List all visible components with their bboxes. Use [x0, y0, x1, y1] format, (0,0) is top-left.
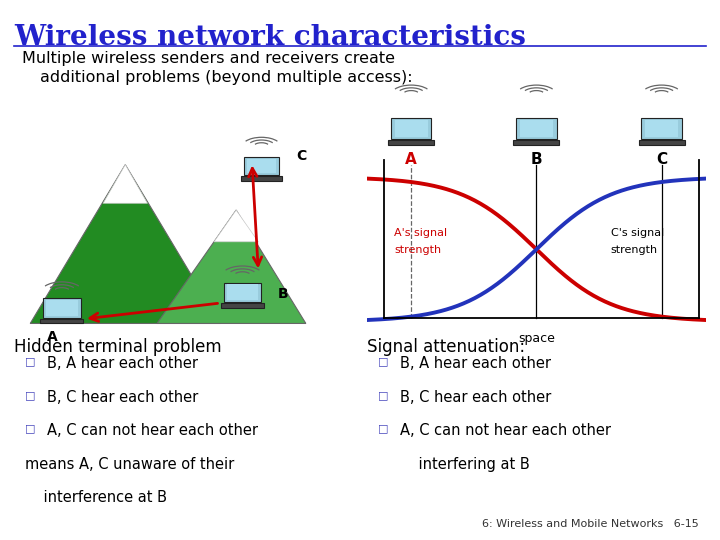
- FancyBboxPatch shape: [645, 120, 678, 137]
- Text: space: space: [518, 332, 555, 345]
- FancyBboxPatch shape: [224, 282, 261, 302]
- Text: B: B: [277, 287, 288, 301]
- Text: strength: strength: [395, 245, 441, 255]
- Text: B, C hear each other: B, C hear each other: [400, 390, 551, 405]
- FancyBboxPatch shape: [642, 118, 682, 139]
- Text: □: □: [378, 390, 389, 400]
- Text: interference at B: interference at B: [25, 490, 167, 505]
- FancyBboxPatch shape: [43, 299, 81, 318]
- Text: A, C can not hear each other: A, C can not hear each other: [47, 423, 258, 438]
- Text: □: □: [25, 390, 36, 400]
- Text: B, A hear each other: B, A hear each other: [400, 356, 551, 372]
- FancyBboxPatch shape: [639, 139, 685, 145]
- FancyBboxPatch shape: [395, 120, 428, 137]
- FancyBboxPatch shape: [46, 300, 78, 316]
- Text: □: □: [25, 423, 36, 434]
- Polygon shape: [103, 165, 148, 203]
- Text: A's signal: A's signal: [395, 228, 447, 238]
- Polygon shape: [157, 210, 306, 323]
- Text: □: □: [378, 423, 389, 434]
- FancyBboxPatch shape: [241, 176, 282, 180]
- Polygon shape: [214, 210, 258, 242]
- Text: Multiple wireless senders and receivers create: Multiple wireless senders and receivers …: [22, 51, 395, 66]
- Text: strength: strength: [611, 245, 658, 255]
- Text: B: B: [531, 152, 542, 167]
- FancyBboxPatch shape: [388, 139, 434, 145]
- Text: C: C: [656, 152, 667, 167]
- Text: □: □: [378, 356, 389, 367]
- Text: A: A: [405, 152, 417, 167]
- Text: additional problems (beyond multiple access):: additional problems (beyond multiple acc…: [40, 70, 413, 85]
- Text: A, C can not hear each other: A, C can not hear each other: [400, 423, 611, 438]
- Text: interfering at B: interfering at B: [400, 457, 529, 472]
- Text: □: □: [25, 356, 36, 367]
- Text: C's signal: C's signal: [611, 228, 664, 238]
- FancyBboxPatch shape: [520, 120, 553, 137]
- Text: C: C: [297, 148, 307, 163]
- FancyBboxPatch shape: [516, 118, 557, 139]
- FancyBboxPatch shape: [227, 285, 258, 300]
- Text: B, A hear each other: B, A hear each other: [47, 356, 198, 372]
- FancyBboxPatch shape: [40, 319, 84, 323]
- FancyBboxPatch shape: [513, 139, 559, 145]
- Polygon shape: [30, 165, 220, 323]
- Text: means A, C unaware of their: means A, C unaware of their: [25, 457, 235, 472]
- Text: Wireless network characteristics: Wireless network characteristics: [14, 24, 526, 51]
- Text: 6: Wireless and Mobile Networks   6-15: 6: Wireless and Mobile Networks 6-15: [482, 519, 698, 529]
- FancyBboxPatch shape: [247, 159, 276, 173]
- Text: B, C hear each other: B, C hear each other: [47, 390, 198, 405]
- FancyBboxPatch shape: [221, 303, 264, 308]
- Text: Signal attenuation:: Signal attenuation:: [367, 338, 526, 355]
- Text: A: A: [47, 330, 58, 345]
- FancyBboxPatch shape: [391, 118, 431, 139]
- Text: Hidden terminal problem: Hidden terminal problem: [14, 338, 222, 355]
- FancyBboxPatch shape: [244, 157, 279, 175]
